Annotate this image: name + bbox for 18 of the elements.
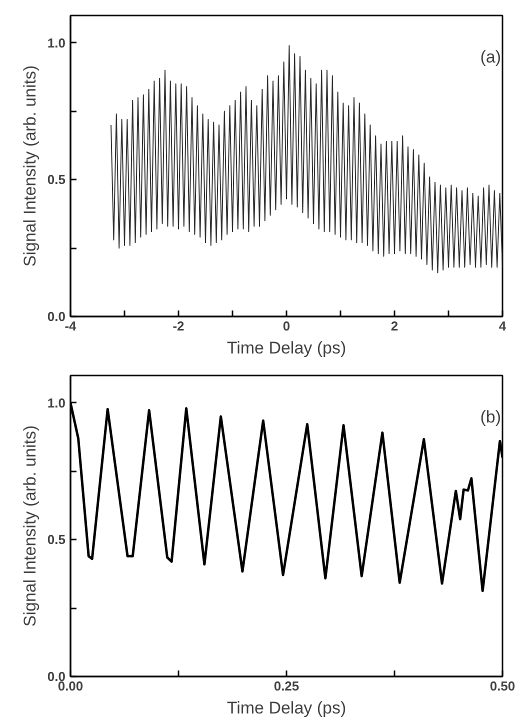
x-tick-label: 0.25 (274, 678, 300, 694)
line-series (110, 45, 502, 274)
x-axis-title: Time Delay (ps) (226, 338, 346, 358)
x-tick-label: -2 (172, 318, 184, 334)
x-tick-label: 0 (282, 318, 290, 334)
y-tick-label: 1.0 (47, 35, 66, 50)
annotation: (a) (480, 48, 502, 66)
y-tick-label: 0.5 (47, 172, 66, 188)
x-tick-label: 0.50 (490, 678, 516, 694)
y-tick-label: 0.5 (47, 532, 66, 548)
annotation: (b) (480, 408, 502, 426)
y-axis-title: Signal Intensity (arb. units) (20, 65, 40, 267)
y-axis-title: Signal Intensity (arb. units) (20, 425, 40, 627)
x-tick-label: -4 (64, 318, 78, 334)
x-axis-title: Time Delay (ps) (226, 698, 346, 718)
y-tick-label: 1.0 (47, 395, 66, 410)
x-tick-label: 2 (390, 318, 398, 334)
x-tick-label: 4 (498, 318, 507, 334)
